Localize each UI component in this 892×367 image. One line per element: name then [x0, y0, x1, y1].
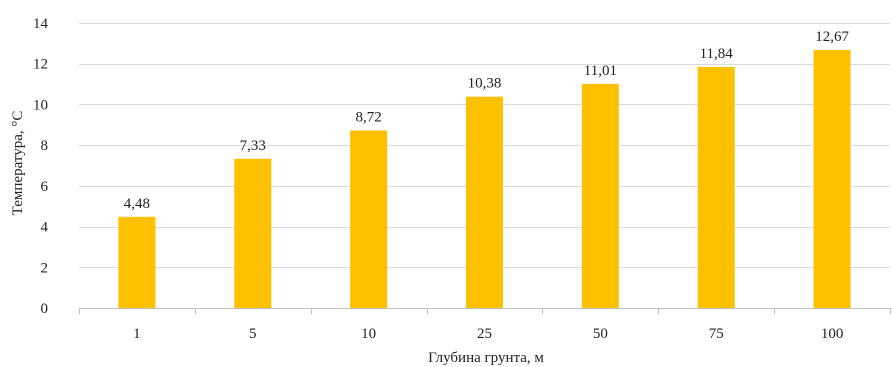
- x-tick-label-75: 75: [709, 326, 724, 342]
- data-label-75: 11,84: [700, 46, 734, 62]
- y-tick-label-4: 4: [41, 220, 49, 236]
- data-label-50: 11,01: [584, 63, 617, 79]
- y-tick-label-12: 12: [33, 57, 48, 73]
- x-axis-title: Глубина грунта, м: [428, 350, 544, 366]
- bar-75: [697, 66, 735, 308]
- bar-10: [350, 130, 388, 308]
- y-axis-title: Температура, °С: [10, 111, 26, 216]
- x-tick-label-5: 5: [249, 326, 257, 342]
- bar-5: [234, 158, 272, 308]
- y-tick-label-6: 6: [41, 179, 49, 195]
- axes: [79, 308, 891, 314]
- bars: [118, 50, 851, 308]
- bar-1: [118, 216, 156, 308]
- y-tick-label-10: 10: [33, 97, 48, 113]
- data-label-10: 8,72: [356, 109, 382, 125]
- y-tick-label-8: 8: [41, 138, 49, 154]
- y-tick-label-2: 2: [41, 260, 49, 276]
- data-label-1: 4,48: [124, 196, 150, 212]
- x-tick-label-1: 1: [133, 326, 141, 342]
- data-label-5: 7,33: [240, 138, 266, 154]
- x-tick-label-100: 100: [821, 326, 844, 342]
- data-label-100: 12,67: [815, 29, 849, 45]
- data-label-25: 10,38: [468, 76, 502, 92]
- y-tick-label-0: 0: [41, 301, 49, 317]
- x-tick-label-50: 50: [593, 326, 608, 342]
- bar-100: [813, 50, 851, 308]
- bar-25: [466, 96, 503, 308]
- x-tick-label-25: 25: [477, 326, 492, 342]
- bar-50: [581, 83, 619, 308]
- y-tick-label-14: 14: [33, 16, 49, 32]
- x-tick-label-10: 10: [361, 326, 376, 342]
- labels: 0 2 4 6 8 10 12 14 4,48 1 7,33 5 8,72 10 10,38 25 11,01 5…: [33, 16, 849, 342]
